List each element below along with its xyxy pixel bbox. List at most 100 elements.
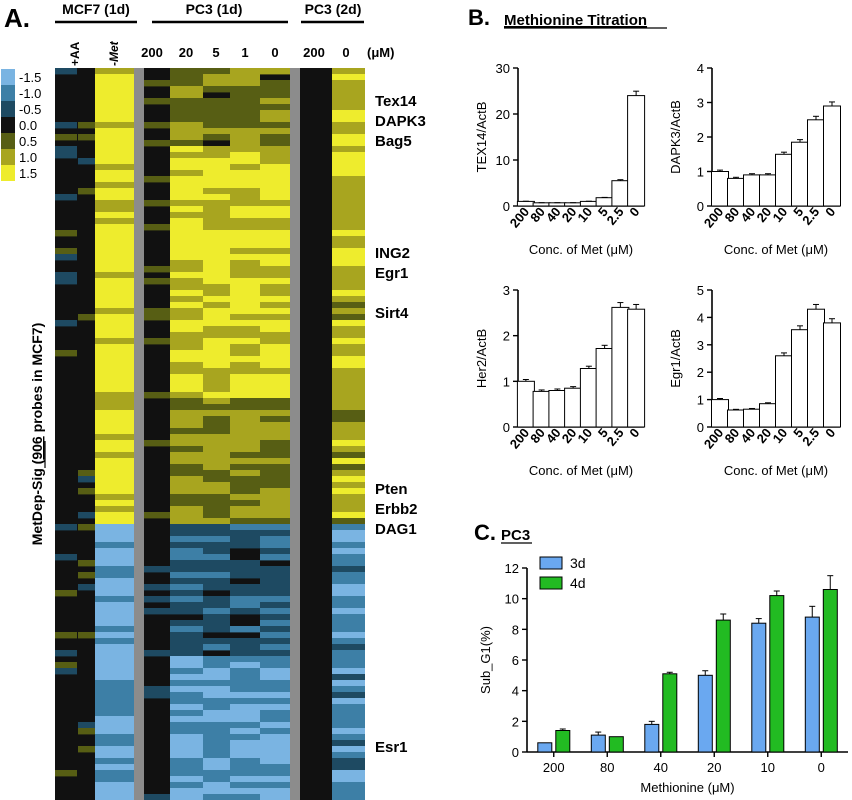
heatmap-cell: [332, 266, 365, 273]
heatmap-cell: [332, 536, 365, 543]
heatmap-cell: [203, 638, 230, 645]
heatmap-cell: [230, 746, 260, 753]
heatmap-cell: [203, 752, 230, 759]
heatmap-cell: [230, 164, 260, 171]
x-axis-label: Conc. of Met (μM): [529, 463, 633, 478]
heatmap-cell: [95, 122, 134, 129]
heatmap-cell: [170, 278, 203, 285]
heatmap-cell: [332, 356, 365, 363]
heatmap-cell: [230, 698, 260, 705]
heatmap-cell: [332, 632, 365, 639]
y-tick-label: 2: [697, 365, 704, 380]
legend-value: -1.5: [19, 70, 41, 85]
heatmap-cell: [260, 488, 290, 495]
legend-swatch: [1, 133, 15, 149]
heatmap-cell: [170, 350, 203, 357]
y-tick-label: 1: [697, 165, 704, 180]
heatmap-cell: [203, 350, 230, 357]
heatmap-cell: [230, 710, 260, 717]
heatmap-cell: [203, 764, 230, 771]
heatmap-cell: [260, 644, 290, 651]
heatmap-cell: [230, 692, 260, 699]
heatmap-cell: [230, 506, 260, 513]
heatmap-cell: [203, 320, 230, 327]
y-tick-label: 10: [505, 592, 519, 607]
heatmap-cell: [332, 464, 365, 471]
heatmap-cell: [260, 182, 290, 189]
heatmap-cell: [260, 752, 290, 759]
heatmap-cell: [170, 584, 203, 591]
heatmap-cell: [332, 260, 365, 267]
heatmap-cell: [95, 146, 134, 153]
heatmap-cell: [260, 662, 290, 669]
heatmap-cell: [332, 692, 365, 699]
heatmap-cell: [170, 590, 203, 597]
heatmap-cell: [260, 704, 290, 711]
heatmap-cell: [332, 776, 365, 783]
heatmap-cell: [203, 218, 230, 225]
heatmap-cell: [203, 362, 230, 369]
heatmap-cell: [203, 710, 230, 717]
legend-swatch: [1, 101, 15, 117]
heatmap-cell: [260, 458, 290, 465]
heatmap-cell: [78, 584, 95, 591]
heatmap-cell: [203, 608, 230, 615]
x-axis-label: Conc. of Met (μM): [529, 242, 633, 257]
heatmap-cell: [170, 134, 203, 141]
heatmap-cell: [332, 122, 365, 129]
y-tick-label: 20: [496, 107, 510, 122]
bar-80: [727, 177, 745, 207]
heatmap-cell: [332, 278, 365, 285]
legend-swatch: [1, 85, 15, 101]
heatmap-cell: [170, 92, 203, 99]
heatmap-cell: [260, 602, 290, 609]
heatmap-cell: [332, 704, 365, 711]
heatmap-cell: [203, 356, 230, 363]
heatmap-cell: [170, 680, 203, 687]
heatmap-cell: [170, 404, 203, 411]
group-label-pc3-1d: PC3 (1d): [186, 1, 243, 17]
heatmap-cell: [230, 452, 260, 459]
heatmap-cell: [170, 446, 203, 453]
heatmap-cell: [78, 134, 95, 141]
y-tick-label: 2: [503, 329, 510, 344]
heatmap-cell: [170, 704, 203, 711]
heatmap-cell: [95, 416, 134, 423]
heatmap-cell: [260, 446, 290, 453]
heatmap-cell: [203, 704, 230, 711]
heatmap-cell: [260, 380, 290, 387]
heatmap-cell: [332, 482, 365, 489]
heatmap-cell: [95, 368, 134, 375]
heatmap-cell: [55, 320, 77, 327]
col-label-pc3-2d-0: 0: [342, 45, 349, 60]
heatmap-cell: [170, 512, 203, 519]
heatmap-cell: [260, 284, 290, 291]
heatmap-cell: [230, 254, 260, 261]
heatmap-cell: [170, 536, 203, 543]
legend-swatch: [1, 165, 15, 181]
heatmap-cell: [260, 362, 290, 369]
heatmap-cell: [332, 782, 365, 789]
heatmap-cell: [260, 740, 290, 747]
heatmap-cell: [78, 476, 95, 483]
heatmap-cell: [170, 230, 203, 237]
heatmap-cell: [230, 362, 260, 369]
heatmap-cell: [95, 338, 134, 345]
heatmap-cell: [230, 728, 260, 735]
bar-2.5: [611, 180, 630, 207]
heatmap-cell: [203, 254, 230, 261]
heatmap-cell: [203, 194, 230, 201]
heatmap-cell: [170, 758, 203, 765]
heatmap-cell: [170, 392, 203, 399]
heatmap-cell: [260, 392, 290, 399]
heatmap-cell: [95, 236, 134, 243]
heatmap-cell: [332, 248, 365, 255]
heatmap-cell: [95, 548, 134, 555]
heatmap-cell: [203, 470, 230, 477]
heatmap-cell: [170, 638, 203, 645]
heatmap-cell: [203, 152, 230, 159]
heatmap-cell: [230, 440, 260, 447]
bar-0: [823, 322, 841, 428]
heatmap-cell: [170, 320, 203, 327]
heatmap-cell: [95, 692, 134, 699]
